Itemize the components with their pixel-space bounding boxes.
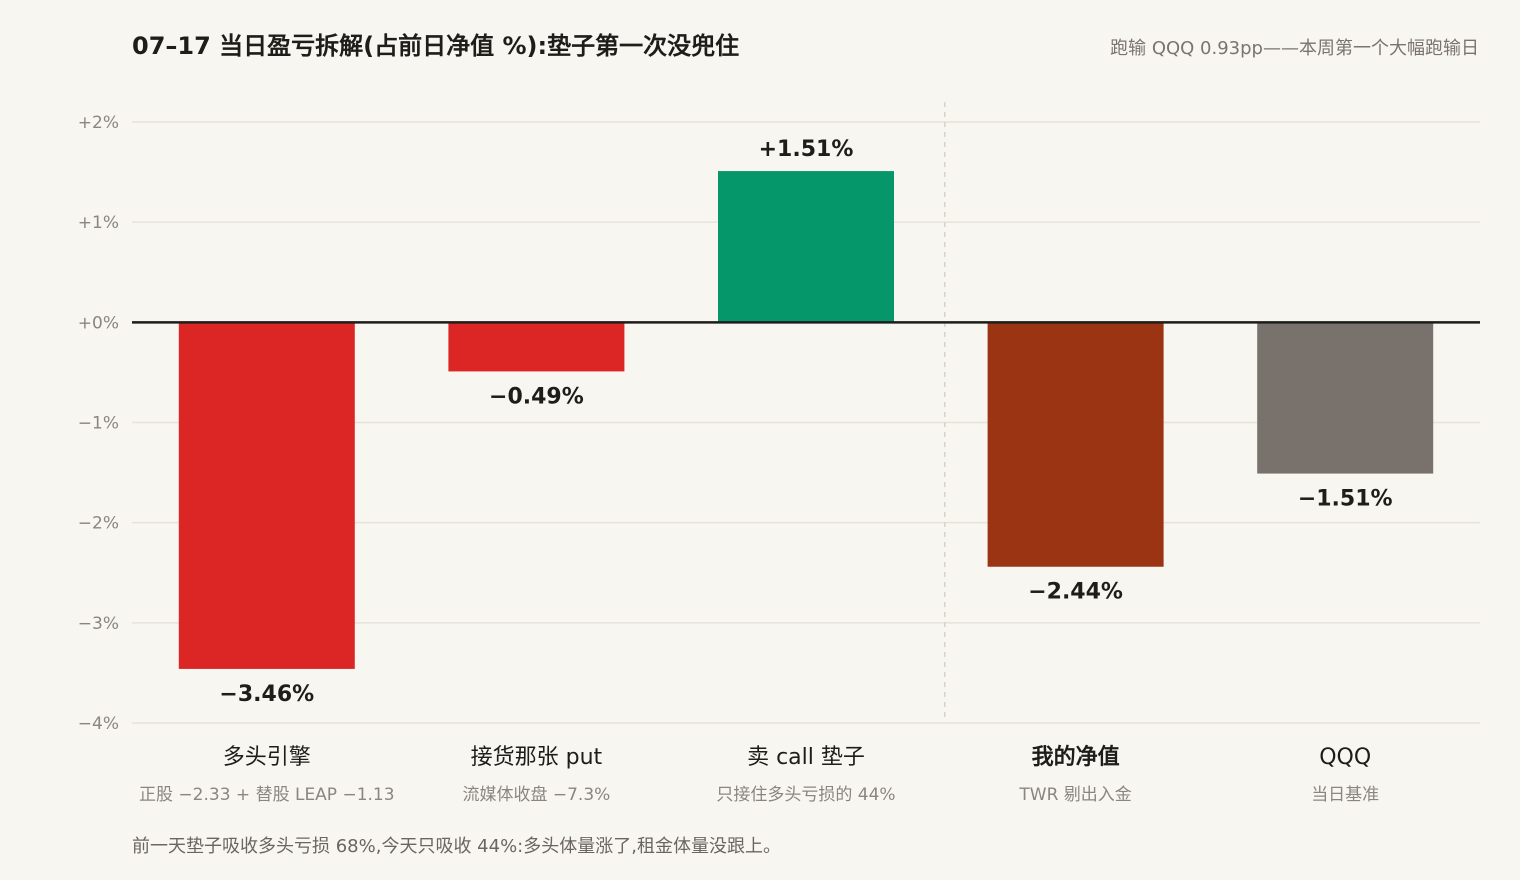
y-tick-label: −3%	[78, 614, 119, 634]
footnote: 前一天垫子吸收多头亏损 68%,今天只吸收 44%:多头体量涨了,租金体量没跟上…	[132, 836, 781, 857]
y-tick-label: −4%	[78, 714, 119, 734]
chart-title: 07–17 当日盈亏拆解(占前日净值 %):垫子第一次没兜住	[132, 32, 740, 60]
category-label: 我的净值	[1032, 744, 1120, 770]
value-label: −1.51%	[1298, 487, 1393, 512]
category-sublabel: 流媒体收盘 −7.3%	[462, 785, 610, 805]
bar-3	[718, 171, 894, 323]
value-label: −2.44%	[1028, 580, 1123, 605]
category-label: QQQ	[1319, 745, 1371, 770]
y-tick-label: +1%	[78, 213, 119, 233]
category-label: 接货那张 put	[471, 745, 603, 770]
y-tick-label: +2%	[78, 113, 119, 133]
bar-1	[178, 322, 355, 669]
category-sublabel: TWR 剔出入金	[1018, 785, 1131, 805]
bar-4	[987, 322, 1164, 567]
category-label: 多头引擎	[223, 745, 311, 770]
category-label: 卖 call 垫子	[747, 745, 865, 770]
y-tick-label: −2%	[78, 514, 119, 534]
y-tick-label: −1%	[78, 414, 119, 434]
chart-subtitle: 跑输 QQQ 0.93pp——本周第一个大幅跑输日	[1110, 38, 1479, 59]
category-sublabel: 正股 −2.33 + 替股 LEAP −1.13	[139, 785, 395, 805]
category-sublabel: 当日基准	[1311, 785, 1379, 805]
value-label: +1.51%	[759, 137, 854, 162]
value-label: −3.46%	[219, 682, 314, 707]
y-tick-label: +0%	[78, 313, 119, 333]
bar-5	[1257, 322, 1434, 474]
category-sublabel: 只接住多头亏损的 44%	[716, 785, 895, 805]
bar-2	[448, 322, 625, 372]
value-label: −0.49%	[489, 384, 584, 409]
